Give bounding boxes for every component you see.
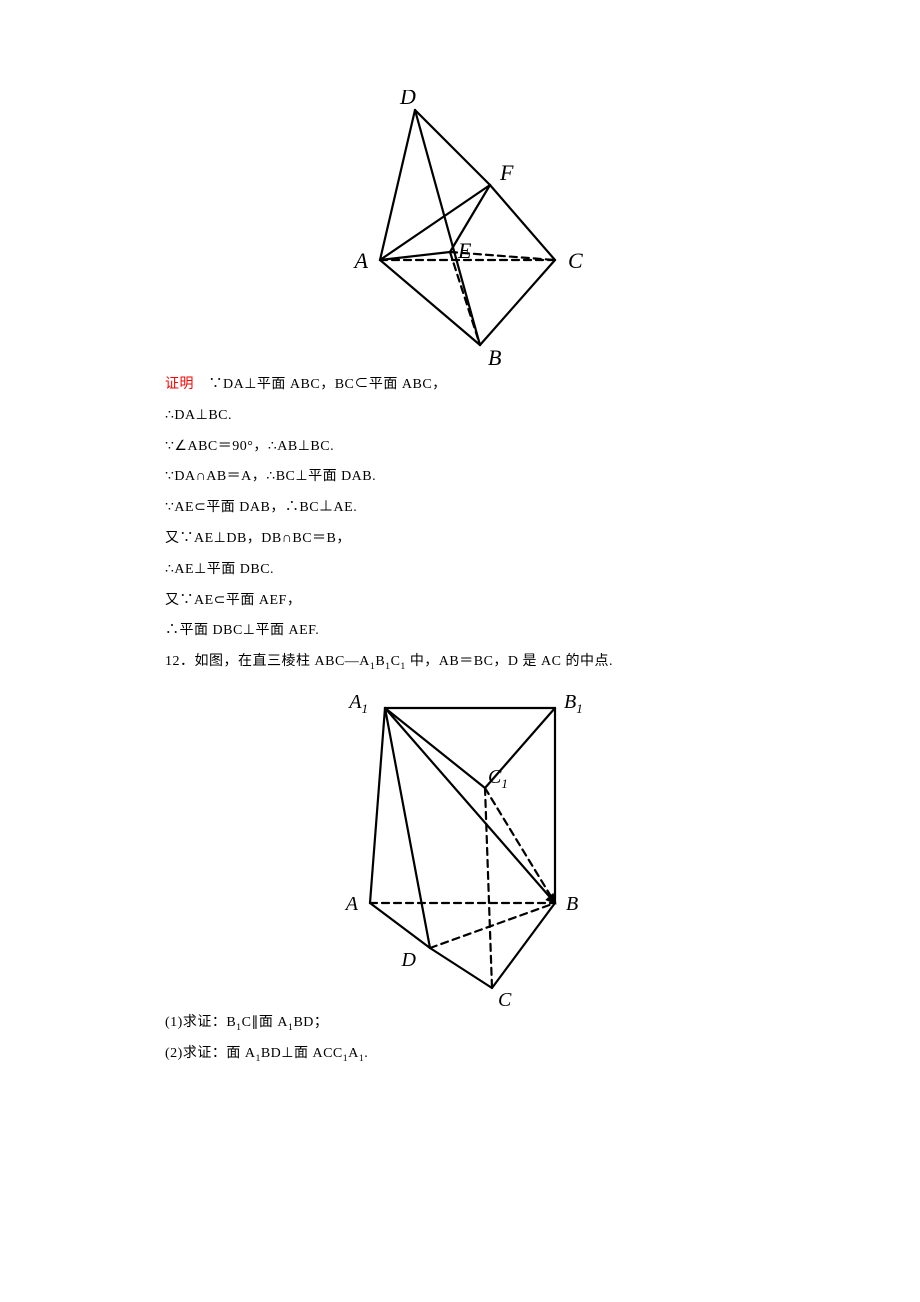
document-page: D F A E C B 证明 ∵DA⊥平面 ABC，BC⊂平面 ABC， ∴DA⊥BC. … (0, 0, 920, 1160)
proof-line-1: ∴DA⊥BC. (165, 401, 755, 432)
svg-text:E: E (457, 238, 472, 263)
subquestion-2: (2)求证：面 A1BD⊥面 ACC1A1. (165, 1039, 755, 1070)
svg-text:D: D (401, 949, 417, 971)
svg-text:B1: B1 (564, 691, 583, 716)
svg-text:C: C (568, 248, 583, 273)
proof-line-2: ∵∠ABC＝90°，∴AB⊥BC. (165, 432, 755, 463)
svg-text:B: B (566, 893, 578, 915)
proof-text-0: ∵DA⊥平面 ABC，BC⊂平面 ABC， (194, 377, 447, 392)
figure-1: D F A E C B (165, 90, 755, 370)
svg-text:D: D (399, 90, 416, 109)
tetrahedron-diagram: D F A E C B (330, 90, 590, 370)
problem-12-statement: 12．如图，在直三棱柱 ABC—A1B1C1 中，AB＝BC，D 是 AC 的中… (165, 647, 755, 678)
proof-block: 证明 ∵DA⊥平面 ABC，BC⊂平面 ABC， ∴DA⊥BC. ∵∠ABC＝9… (165, 370, 755, 647)
proof-line-5: 又∵AE⊥DB，DB∩BC＝B， (165, 524, 755, 555)
prism-diagram: A1 B1 C1 A B D C (330, 678, 590, 1008)
svg-text:A: A (344, 893, 359, 915)
proof-line-6: ∴AE⊥平面 DBC. (165, 555, 755, 586)
svg-text:A: A (353, 248, 369, 273)
proof-line-7: 又∵AE⊂平面 AEF， (165, 586, 755, 617)
svg-text:B: B (488, 345, 501, 370)
subquestion-1: (1)求证：B1C∥面 A1BD； (165, 1008, 755, 1039)
svg-text:C1: C1 (488, 766, 508, 791)
proof-line-8: ∴平面 DBC⊥平面 AEF. (165, 616, 755, 647)
svg-text:C: C (498, 989, 512, 1008)
svg-text:A1: A1 (347, 691, 368, 716)
svg-text:F: F (499, 160, 514, 185)
figure-2: A1 B1 C1 A B D C (165, 678, 755, 1008)
proof-line-0: 证明 ∵DA⊥平面 ABC，BC⊂平面 ABC， (165, 370, 755, 401)
proof-line-4: ∵AE⊂平面 DAB，∴BC⊥AE. (165, 493, 755, 524)
proof-line-3: ∵DA∩AB＝A，∴BC⊥平面 DAB. (165, 462, 755, 493)
proof-label: 证明 (165, 377, 194, 392)
